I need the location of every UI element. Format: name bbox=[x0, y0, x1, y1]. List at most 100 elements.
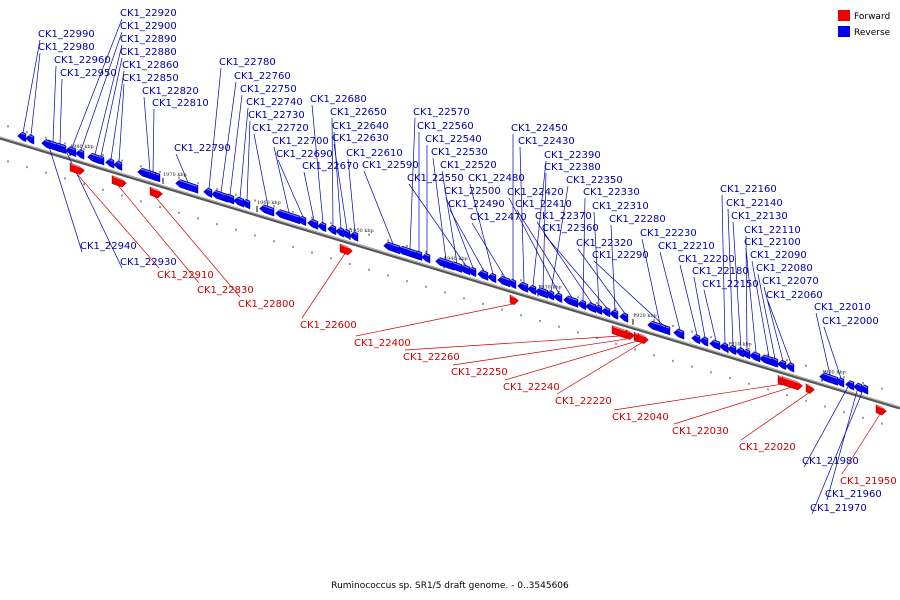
gene-label-ck1-22740: CK1_22740 bbox=[246, 97, 303, 108]
gene-label-ck1-22260: CK1_22260 bbox=[403, 352, 460, 363]
gene-label-ck1-22430: CK1_22430 bbox=[518, 136, 575, 147]
leader-line bbox=[220, 81, 237, 193]
gene-feature-ck1-22570 bbox=[397, 245, 421, 261]
gene-highlight bbox=[150, 171, 156, 175]
leader-line bbox=[404, 335, 621, 351]
leader-line bbox=[80, 31, 123, 151]
leader-line bbox=[333, 143, 348, 231]
gene-label-ck1-22760: CK1_22760 bbox=[234, 71, 291, 82]
scale-tick-label: 1950 kbp bbox=[350, 228, 374, 234]
gene-feature-ck1-22410 bbox=[563, 295, 579, 308]
gene-label-ck1-22420: CK1_22420 bbox=[507, 187, 564, 198]
gene-feature-ck1-22600 bbox=[339, 243, 353, 256]
gene-highlight bbox=[28, 134, 34, 138]
leader-line bbox=[311, 104, 324, 223]
leader-line bbox=[71, 18, 123, 148]
leader-line bbox=[331, 117, 334, 226]
gene-highlight bbox=[806, 384, 812, 388]
gene-label-ck1-22650: CK1_22650 bbox=[330, 107, 387, 118]
gene-highlight bbox=[500, 276, 510, 281]
gene-feature-ck1-22010 bbox=[819, 372, 839, 386]
gene-highlight bbox=[738, 347, 744, 351]
leader-line bbox=[22, 39, 41, 133]
gene-highlight bbox=[386, 242, 400, 248]
gene-highlight bbox=[438, 257, 454, 264]
leader-line bbox=[532, 160, 547, 286]
gene-highlight bbox=[822, 373, 838, 379]
leader-line bbox=[613, 383, 782, 411]
gene-feature-ck1-22720 bbox=[259, 204, 275, 217]
gene-label-ck1-22890: CK1_22890 bbox=[120, 34, 177, 45]
gene-highlight bbox=[424, 253, 430, 257]
leader-line bbox=[333, 131, 342, 229]
gene-label-ck1-22930: CK1_22930 bbox=[120, 257, 177, 268]
gene-label-ck1-22070: CK1_22070 bbox=[762, 276, 819, 287]
leader-line bbox=[175, 153, 189, 183]
gene-highlight bbox=[150, 187, 160, 192]
leader-line bbox=[449, 209, 485, 272]
gene-label-ck1-22150: CK1_22150 bbox=[702, 279, 759, 290]
leader-line bbox=[763, 286, 784, 361]
gene-highlight bbox=[780, 360, 786, 364]
gene-label-ck1-22540: CK1_22540 bbox=[425, 134, 482, 145]
leader-line bbox=[229, 94, 243, 196]
gene-highlight bbox=[320, 222, 326, 226]
gene-highlight bbox=[236, 197, 244, 201]
leader-line bbox=[110, 70, 125, 160]
gene-label-ck1-22920: CK1_22920 bbox=[120, 8, 177, 19]
gene-highlight bbox=[352, 232, 358, 235]
leader-line bbox=[152, 108, 155, 172]
gene-highlight bbox=[848, 380, 854, 384]
scale-tick: 1960 kbp bbox=[256, 200, 281, 213]
gene-label-ck1-22060: CK1_22060 bbox=[766, 290, 823, 301]
gene-highlight bbox=[548, 290, 554, 294]
gene-feature-ck1-22250 bbox=[625, 329, 635, 340]
gene-highlight bbox=[520, 282, 528, 286]
gene-label-ck1-22690: CK1_22690 bbox=[276, 149, 333, 160]
leader-line bbox=[100, 57, 123, 157]
legend-forward-swatch bbox=[838, 10, 850, 21]
gene-highlight bbox=[580, 300, 586, 304]
gene-label-ck1-22780: CK1_22780 bbox=[219, 57, 276, 68]
leader-line bbox=[823, 326, 842, 379]
leader-line bbox=[441, 170, 458, 264]
leader-line bbox=[469, 183, 494, 274]
leader-line bbox=[301, 253, 346, 319]
leader-line bbox=[550, 185, 569, 292]
gene-feature-ck1-22030 bbox=[781, 376, 803, 391]
gene-feature-ck1-21950 bbox=[875, 404, 887, 416]
gene-highlight bbox=[462, 265, 470, 269]
leader-line bbox=[727, 208, 734, 346]
leader-line bbox=[542, 172, 547, 289]
gene-label-ck1-22910: CK1_22910 bbox=[157, 270, 214, 281]
gene-label-ck1-22020: CK1_22020 bbox=[739, 442, 796, 453]
leader-line bbox=[432, 157, 447, 260]
gene-label-ck1-22490: CK1_22490 bbox=[448, 199, 505, 210]
gene-highlight bbox=[660, 324, 666, 328]
leader-line bbox=[253, 133, 269, 207]
leader-line bbox=[347, 158, 356, 233]
gene-label-ck1-22350: CK1_22350 bbox=[566, 175, 623, 186]
leader-line bbox=[757, 273, 776, 359]
leader-line bbox=[154, 196, 241, 298]
gene-label-ck1-22850: CK1_22850 bbox=[122, 73, 179, 84]
leader-line bbox=[693, 276, 706, 338]
gene-highlight bbox=[44, 139, 50, 143]
gene-label-ck1-22810: CK1_22810 bbox=[152, 98, 209, 109]
leader-line bbox=[826, 383, 860, 501]
gene-highlight bbox=[178, 179, 198, 187]
gene-highlight bbox=[538, 287, 548, 292]
leader-line bbox=[471, 222, 506, 278]
gene-label-ck1-22880: CK1_22880 bbox=[120, 47, 177, 58]
gene-label-ck1-22040: CK1_22040 bbox=[612, 412, 669, 423]
gene-feature-ck1-22760 bbox=[211, 189, 229, 203]
leader-line bbox=[740, 392, 810, 441]
leader-line bbox=[452, 338, 630, 366]
leader-line bbox=[303, 171, 315, 221]
gene-highlight bbox=[278, 209, 300, 218]
gene-label-ck1-22400: CK1_22400 bbox=[354, 338, 411, 349]
leader-line bbox=[610, 224, 616, 311]
leader-line bbox=[659, 251, 681, 331]
gene-label-ck1-22200: CK1_22200 bbox=[678, 254, 735, 265]
leader-line bbox=[721, 194, 726, 344]
